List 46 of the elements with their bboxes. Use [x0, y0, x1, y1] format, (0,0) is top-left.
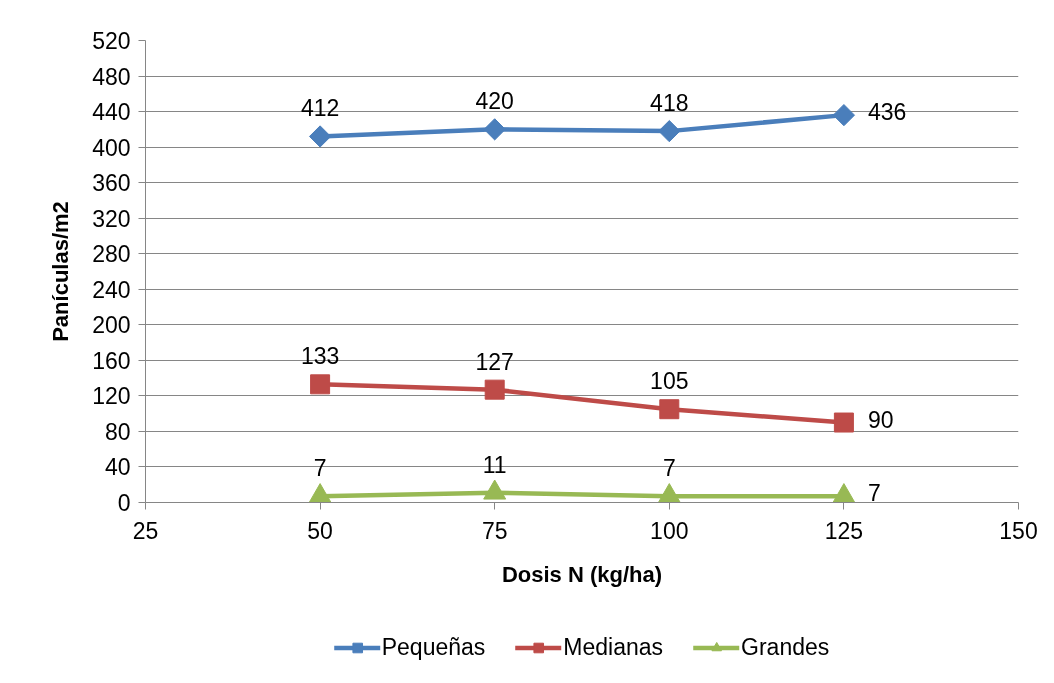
point	[308, 483, 332, 503]
y-tick-label: 40	[104, 454, 131, 481]
point	[832, 104, 856, 127]
x-tick-label: 150	[999, 517, 1038, 544]
y-tick-label: 480	[92, 63, 131, 90]
point	[658, 120, 681, 143]
x-tick-label: 125	[824, 517, 864, 544]
data-label: 133	[300, 343, 340, 370]
point	[308, 125, 332, 148]
data-label: 7	[867, 480, 881, 507]
y-tick-label: 200	[92, 312, 131, 339]
data-label: 418	[650, 90, 689, 117]
legend-label: Pequeñas	[381, 633, 486, 661]
y-tick-label: 240	[92, 276, 131, 303]
y-tick-label: 80	[104, 418, 131, 445]
legend-label: Medianas	[563, 633, 664, 661]
y-tick-label: 400	[92, 134, 131, 161]
x-tick-label: 75	[481, 517, 508, 544]
data-label: 11	[482, 451, 507, 478]
data-label: 436	[867, 99, 907, 126]
y-tick-label: 440	[92, 99, 131, 126]
x-tick-label: 25	[132, 517, 159, 544]
y-tick-label: 0	[117, 490, 131, 516]
y-tick-label: 280	[92, 241, 131, 268]
y-tick-label: 120	[92, 383, 131, 410]
data-label: 127	[475, 348, 514, 375]
data-label: 7	[662, 455, 676, 482]
point	[484, 379, 505, 400]
x-tick-label: 100	[650, 517, 689, 544]
y-tick-label: 320	[92, 205, 131, 232]
data-label: 420	[475, 88, 514, 115]
data-label: 105	[650, 368, 689, 395]
y-tick-label: 360	[92, 170, 131, 197]
y-tick-label: 520	[92, 28, 131, 54]
point	[483, 118, 506, 141]
point	[657, 483, 681, 503]
data-label: 90	[867, 406, 894, 433]
y-axis-title: Panículas/m2	[48, 201, 74, 342]
data-label: 412	[300, 95, 340, 122]
y-tick-label: 160	[92, 347, 131, 374]
point	[483, 479, 507, 500]
x-tick-label: 50	[307, 517, 333, 544]
legend-label: Grandes	[741, 633, 830, 661]
data-label: 7	[313, 455, 327, 482]
x-axis-title: Dosis N (kg/ha)	[501, 561, 663, 587]
point	[832, 483, 856, 503]
